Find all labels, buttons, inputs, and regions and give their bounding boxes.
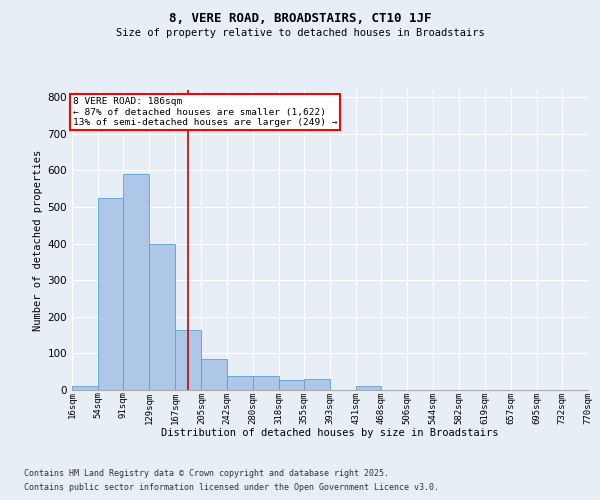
Bar (98, 198, 124, 390)
Bar (202, 359, 227, 390)
Text: 8, VERE ROAD, BROADSTAIRS, CT10 1JF: 8, VERE ROAD, BROADSTAIRS, CT10 1JF (169, 12, 431, 26)
Bar (227, 376, 253, 390)
Text: Contains public sector information licensed under the Open Government Licence v3: Contains public sector information licen… (24, 484, 439, 492)
Bar (304, 379, 330, 390)
Bar (149, 244, 175, 390)
Bar (72, 386, 98, 390)
Bar (175, 330, 202, 390)
Bar (253, 376, 278, 390)
Y-axis label: Number of detached properties: Number of detached properties (34, 150, 43, 330)
X-axis label: Distribution of detached houses by size in Broadstairs: Distribution of detached houses by size … (161, 428, 499, 438)
Bar (356, 386, 382, 390)
Bar (124, 174, 149, 390)
Text: 8 VERE ROAD: 186sqm
← 87% of detached houses are smaller (1,622)
13% of semi-det: 8 VERE ROAD: 186sqm ← 87% of detached ho… (73, 98, 337, 127)
Text: Contains HM Land Registry data © Crown copyright and database right 2025.: Contains HM Land Registry data © Crown c… (24, 468, 389, 477)
Text: Size of property relative to detached houses in Broadstairs: Size of property relative to detached ho… (116, 28, 484, 38)
Bar (278, 380, 304, 390)
